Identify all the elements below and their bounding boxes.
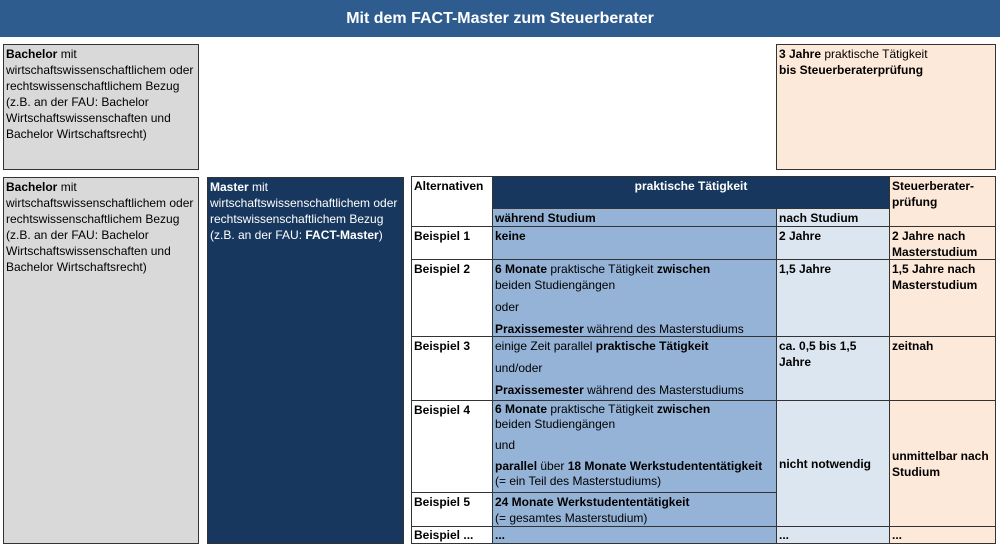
bachelor-text: mit wirtschaftswissenschaftlichem oder r… <box>6 47 194 141</box>
fact-master-label: FACT-Master <box>305 228 379 242</box>
cell-text: Beispiel 4 <box>414 403 471 417</box>
row-label: Beispiel 2 <box>411 259 493 337</box>
master-text-end: ) <box>378 228 383 242</box>
row-label: Beispiel 1 <box>411 226 493 260</box>
cell-text: einige Zeit parallel <box>495 339 596 353</box>
cell-text: (= ein Teil des Masterstudiums) <box>495 474 662 488</box>
cell-text: oder <box>495 300 520 314</box>
header-during-study: während Studium <box>492 208 777 227</box>
header-after-study: nach Studium <box>776 208 890 227</box>
cell-text: praktische Tätigkeit <box>547 402 657 416</box>
cell-text: beiden Studiengängen <box>495 278 616 292</box>
cell-text: Beispiel 3 <box>414 339 471 353</box>
cell-text: ... <box>892 528 903 542</box>
cell-text: während des Masterstudiums <box>583 322 744 336</box>
practice-text: praktische Tätigkeit <box>821 47 928 61</box>
cell-text: unmittelbar nach Studium <box>892 448 989 479</box>
cell-text: während des Masterstudiums <box>583 383 744 397</box>
row-label: Beispiel 3 <box>411 336 493 401</box>
cell-text: nicht notwendig <box>779 456 871 471</box>
after-cell: 1,5 Jahre <box>776 259 890 337</box>
exam-cell-merged: unmittelbar nach Studium <box>889 400 996 527</box>
cell-text: Praxissemester <box>495 383 584 397</box>
bachelor-text: mit wirtschaftswissenschaftlichem oder r… <box>6 180 194 274</box>
row-label: Beispiel ... <box>411 526 493 544</box>
bachelor-label: Bachelor <box>6 180 58 194</box>
row-label: Beispiel 5 <box>411 492 493 527</box>
cell-text: 1,5 Jahre nach Masterstudium <box>892 262 978 292</box>
after-cell: ... <box>776 526 890 544</box>
cell-text: ca. 0,5 bis 1,5 Jahre <box>779 339 857 369</box>
cell-text: ... <box>779 528 790 542</box>
cell-text: Alternativen <box>414 179 484 193</box>
after-cell: ca. 0,5 bis 1,5 Jahre <box>776 336 890 401</box>
cell-text: und/oder <box>495 361 543 375</box>
cell-text: zwischen <box>656 262 711 276</box>
cell-text: keine <box>495 229 526 243</box>
exam-cell: 2 Jahre nach Masterstudium <box>889 226 996 260</box>
cell-text: beiden Studiengängen <box>495 417 616 431</box>
cell-text: praktische Tätigkeit <box>595 339 709 353</box>
cell-text: 1,5 Jahre <box>779 262 832 276</box>
cell-text: Beispiel ... <box>414 528 474 542</box>
header-practice: praktische Tätigkeit <box>492 176 890 209</box>
cell-text: Steuerberater-prüfung <box>892 179 975 209</box>
bachelor-box-top: Bachelor mit wirtschaftswissenschaftlich… <box>3 44 199 170</box>
cell-text: parallel <box>495 459 538 473</box>
cell-text: und <box>495 438 516 452</box>
cell-text: Beispiel 2 <box>414 262 471 276</box>
master-label: Master <box>210 180 249 194</box>
during-cell: keine <box>492 226 777 260</box>
cell-text: 6 Monate <box>495 402 548 416</box>
during-cell: 6 Monate praktische Tätigkeit zwischen b… <box>492 400 777 493</box>
during-cell: 24 Monate Werkstudententätigkeit (= gesa… <box>492 492 777 527</box>
master-text: mit wirtschaftswissenschaftlichem oder r… <box>210 180 398 242</box>
bachelor-box: Bachelor mit wirtschaftswissenschaftlich… <box>3 177 199 544</box>
cell-text: ... <box>495 528 506 542</box>
cell-text: zeitnah <box>892 339 934 353</box>
cell-text: praktische Tätigkeit <box>634 179 748 193</box>
during-cell: ... <box>492 526 777 544</box>
page-title: Mit dem FACT-Master zum Steuerberater <box>0 0 1000 37</box>
exam-cell: 1,5 Jahre nach Masterstudium <box>889 259 996 337</box>
years-label: 3 Jahre <box>779 47 822 61</box>
exam-cell: ... <box>889 526 996 544</box>
row-label: Beispiel 4 <box>411 400 493 493</box>
cell-text: 2 Jahre nach Masterstudium <box>892 229 978 259</box>
cell-text: während Studium <box>495 211 596 225</box>
header-alternatives: Alternativen <box>411 176 493 227</box>
bachelor-label: Bachelor <box>6 47 58 61</box>
cell-text: Beispiel 5 <box>414 495 471 509</box>
during-cell: 6 Monate praktische Tätigkeit zwischen b… <box>492 259 777 337</box>
cell-text: 6 Monate <box>495 262 548 276</box>
cell-text: 24 Monate Werkstudententätigkeit <box>495 495 690 509</box>
header-exam: Steuerberater-prüfung <box>889 176 996 227</box>
after-cell: 2 Jahre <box>776 226 890 260</box>
cell-text: über <box>537 459 568 473</box>
cell-text: praktische Tätigkeit <box>547 262 657 276</box>
until-exam-label: bis Steuerberaterprüfung <box>779 63 924 77</box>
during-cell: einige Zeit parallel praktische Tätigkei… <box>492 336 777 401</box>
cell-text: nach Studium <box>779 211 859 225</box>
practice-requirement-box: 3 Jahre praktische Tätigkeit bis Steuerb… <box>776 44 996 170</box>
exam-cell: zeitnah <box>889 336 996 401</box>
after-cell-merged: nicht notwendig <box>776 400 890 527</box>
cell-text: zwischen <box>656 402 711 416</box>
master-box: Master mit wirtschaftswissenschaftlichem… <box>207 177 404 544</box>
cell-text: 18 Monate Werkstudententätigkeit <box>567 459 763 473</box>
cell-text: Praxissemester <box>495 322 584 336</box>
cell-text: 2 Jahre <box>779 229 822 243</box>
cell-text: Beispiel 1 <box>414 229 471 243</box>
cell-text: (= gesamtes Masterstudium) <box>495 511 648 525</box>
